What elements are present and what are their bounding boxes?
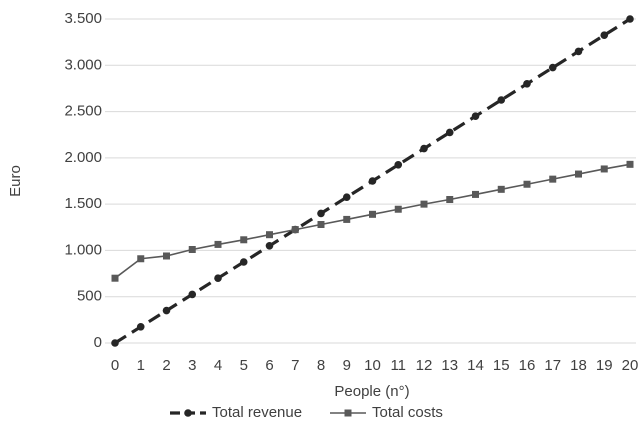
- data-point: [111, 339, 119, 347]
- data-point: [188, 290, 197, 299]
- data-point: [214, 274, 222, 283]
- data-point: [549, 175, 557, 183]
- data-point: [420, 200, 428, 208]
- data-point: [111, 274, 119, 282]
- data-point: [136, 323, 145, 331]
- data-point: [239, 258, 248, 266]
- data-point: [523, 180, 531, 188]
- data-point: [472, 190, 479, 198]
- x-tick-label: 3: [188, 357, 196, 374]
- legend-marker: [184, 409, 192, 417]
- data-point: [574, 47, 583, 56]
- y-tick-label: 0: [94, 334, 102, 351]
- data-point: [162, 306, 171, 315]
- data-point: [471, 112, 480, 120]
- x-axis-title: People (n°): [334, 383, 409, 400]
- x-tick-label: 20: [622, 357, 639, 374]
- x-tick-label: 13: [441, 357, 458, 374]
- x-tick-label: 15: [493, 357, 510, 374]
- y-tick-label: 500: [77, 288, 102, 305]
- data-point: [394, 161, 403, 169]
- x-tick-label: 6: [265, 357, 273, 374]
- y-tick-label: 2.000: [64, 149, 102, 166]
- legend-label: Total revenue: [212, 404, 302, 421]
- data-point: [163, 252, 170, 260]
- y-tick-label: 3.000: [64, 56, 102, 73]
- data-point: [523, 80, 531, 88]
- data-point: [214, 240, 222, 248]
- x-tick-label: 7: [291, 357, 299, 374]
- x-tick-label: 19: [596, 357, 613, 374]
- data-point: [368, 177, 377, 185]
- legend-label: Total costs: [372, 404, 443, 421]
- data-point: [265, 242, 274, 250]
- x-tick-label: 8: [317, 357, 325, 374]
- data-point: [548, 63, 557, 72]
- x-tick-label: 18: [570, 357, 587, 374]
- x-tick-label: 12: [416, 357, 433, 374]
- x-tick-label: 10: [364, 357, 381, 374]
- x-tick-label: 0: [111, 357, 119, 374]
- y-tick-label: 1.500: [64, 195, 102, 212]
- x-tick-label: 14: [467, 357, 484, 374]
- y-tick-label: 1.000: [64, 241, 102, 258]
- y-tick-label: 2.500: [64, 103, 102, 120]
- data-point: [497, 185, 505, 193]
- x-tick-label: 11: [390, 357, 406, 374]
- data-point: [342, 193, 351, 201]
- x-tick-label: 1: [137, 357, 145, 374]
- data-point: [497, 96, 506, 104]
- y-tick-label: 3.500: [64, 10, 102, 27]
- data-point: [445, 128, 454, 137]
- data-point: [291, 226, 299, 234]
- data-point: [394, 205, 402, 213]
- data-point: [626, 15, 634, 23]
- x-tick-label: 2: [162, 357, 170, 374]
- data-point: [317, 221, 325, 229]
- data-point: [343, 215, 351, 223]
- data-point: [317, 209, 325, 218]
- x-tick-label: 4: [214, 357, 222, 374]
- data-point: [240, 236, 248, 244]
- x-tick-label: 5: [240, 357, 248, 374]
- x-tick-label: 9: [343, 357, 351, 374]
- data-point: [600, 31, 609, 39]
- legend-marker: [344, 409, 352, 417]
- x-tick-label: 17: [544, 357, 561, 374]
- data-point: [575, 170, 582, 178]
- data-point: [420, 144, 428, 153]
- y-axis-title: Euro: [7, 165, 24, 197]
- data-point: [188, 246, 196, 254]
- data-point: [137, 255, 145, 263]
- data-point: [446, 196, 454, 204]
- data-point: [266, 231, 273, 239]
- x-tick-label: 16: [519, 357, 536, 374]
- data-point: [626, 160, 634, 168]
- data-point: [369, 210, 376, 218]
- data-point: [600, 165, 608, 173]
